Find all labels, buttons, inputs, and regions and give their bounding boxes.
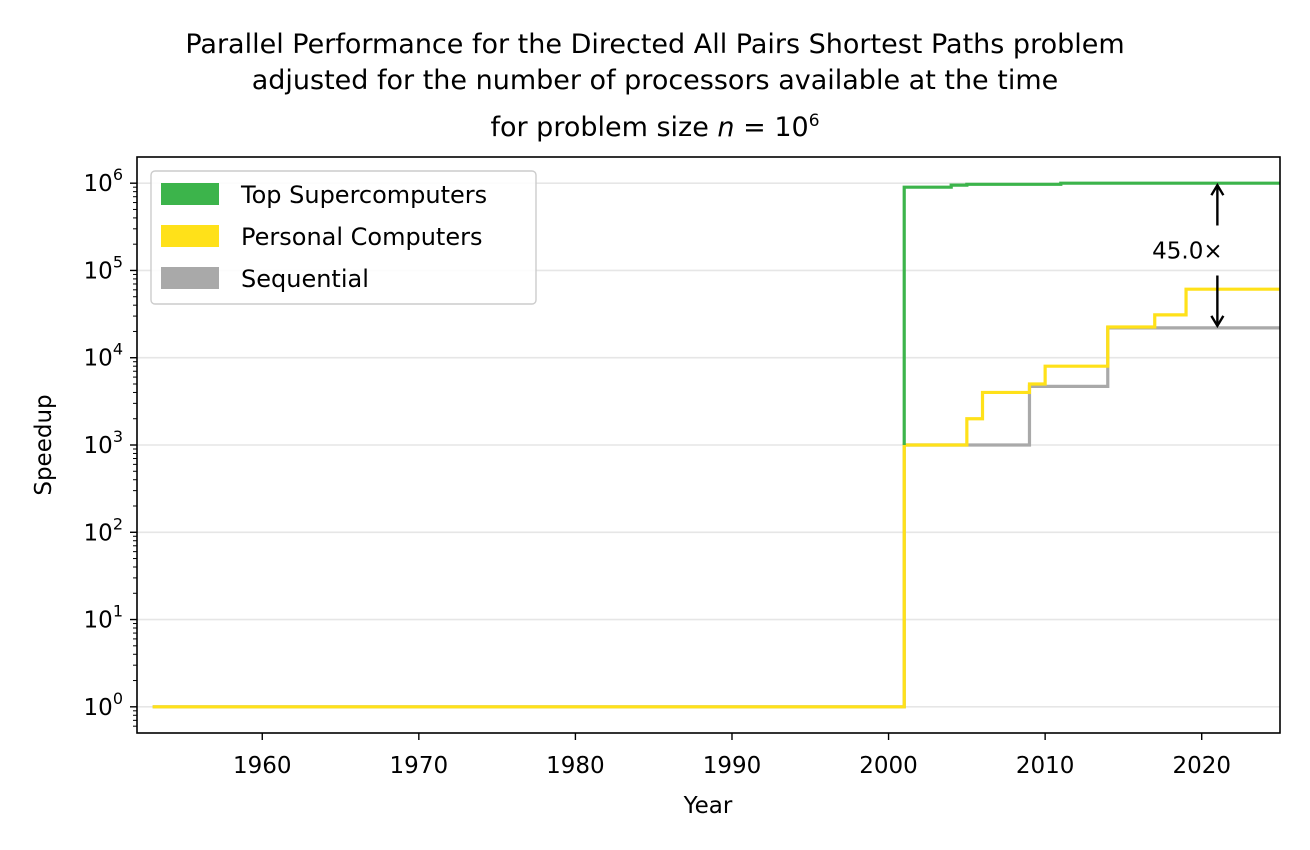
y-tick-base-2: 10 [84,520,113,546]
y-tick-label-5: 105 [84,252,123,284]
y-tick-exp-0: 0 [113,689,123,708]
y-tick-label-0: 100 [84,689,123,721]
y-tick-label-3: 103 [84,427,123,459]
series-line-1 [152,287,1280,709]
series-layer [152,181,1280,709]
series-line-0 [902,181,1280,445]
y-tick-exp-4: 4 [113,340,123,359]
legend-swatch-0 [161,183,219,205]
annotation: 45.0× [1152,182,1225,329]
y-tick-exp-3: 3 [113,427,123,446]
y-tick-exp-6: 6 [113,165,123,184]
legend-label-1: Personal Computers [241,223,482,251]
x-tick-label-5: 2010 [1016,753,1075,779]
y-tick-label-6: 106 [84,165,123,197]
y-tick-base-0: 10 [84,695,113,721]
x-axis: 1960 1970 1980 1990 2000 2010 2020 [233,733,1231,779]
y-tick-exp-1: 1 [113,602,123,621]
subtitle-exponent: 6 [808,111,820,131]
y-tick-base-4: 10 [84,346,113,372]
annotation-arrowhead-down [1210,315,1225,329]
y-tick-base-3: 10 [84,433,113,459]
legend-swatch-2 [161,267,219,289]
legend-box [150,170,537,305]
y-tick-exp-2: 2 [113,514,123,533]
annotation-arrowhead-up [1210,182,1225,196]
x-tick-label-3: 1990 [703,753,762,779]
chart-title-line-1: Parallel Performance for the Directed Al… [185,29,1125,60]
subtitle-variable: n [717,112,735,143]
legend-label-0: Top Supercomputers [240,181,487,209]
y-tick-exp-5: 5 [113,252,123,271]
chart-subtitle: for problem size n = 106 [0,111,1310,143]
chart-title-line-2: adjusted for the number of processors av… [251,65,1059,96]
y-tick-base-5: 10 [84,258,113,284]
x-tick-label-0: 1960 [233,753,292,779]
x-tick-label-1: 1970 [390,753,449,779]
y-tick-label-4: 104 [84,340,123,372]
legend: Top Supercomputers Personal Computers Sequ… [150,170,537,305]
series-line-2 [152,326,1280,709]
y-axis-label: Speedup [31,394,57,495]
y-tick-label-1: 101 [84,602,123,634]
subtitle-equals: = 10 [734,112,809,143]
x-tick-label-6: 2020 [1172,753,1231,779]
x-tick-label-4: 2000 [859,753,918,779]
legend-label-2: Sequential [241,265,369,293]
x-axis-label: Year [683,793,733,819]
annotation-label: 45.0× [1152,239,1222,265]
y-tick-base-1: 10 [84,608,113,634]
x-tick-label-2: 1980 [546,753,605,779]
y-tick-base-6: 10 [84,171,113,197]
legend-swatch-1 [161,225,219,247]
y-tick-label-2: 102 [84,514,123,546]
subtitle-text: for problem size [490,112,718,143]
